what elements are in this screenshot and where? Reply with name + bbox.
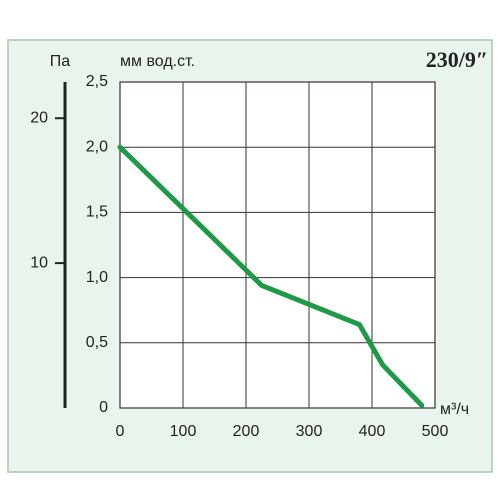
x-tick-label: 200 <box>233 423 260 440</box>
y-tick-label: 0,5 <box>86 334 108 351</box>
y-tick-label: 1,5 <box>86 204 108 221</box>
chart-title: 230/9″ <box>426 47 488 72</box>
x-axis-label: м³/ч <box>440 401 469 418</box>
x-tick-label: 500 <box>422 423 449 440</box>
plot-area <box>119 81 436 409</box>
y-tick-label: 2,5 <box>86 73 108 90</box>
x-tick-label: 0 <box>116 423 125 440</box>
y2-tick-label: 10 <box>30 254 48 271</box>
y2-tick-label: 20 <box>30 109 48 126</box>
y-tick-label: 0 <box>99 399 108 416</box>
x-tick-label: 400 <box>359 423 386 440</box>
y-axis-label: мм вод.ст. <box>120 53 195 70</box>
x-tick-label: 300 <box>296 423 323 440</box>
y-tick-label: 2,0 <box>86 138 108 155</box>
data-line <box>117 144 425 408</box>
y2-axis-label: Па <box>50 53 71 70</box>
x-tick-label: 100 <box>170 423 197 440</box>
y-tick-label: 1,0 <box>86 269 108 286</box>
